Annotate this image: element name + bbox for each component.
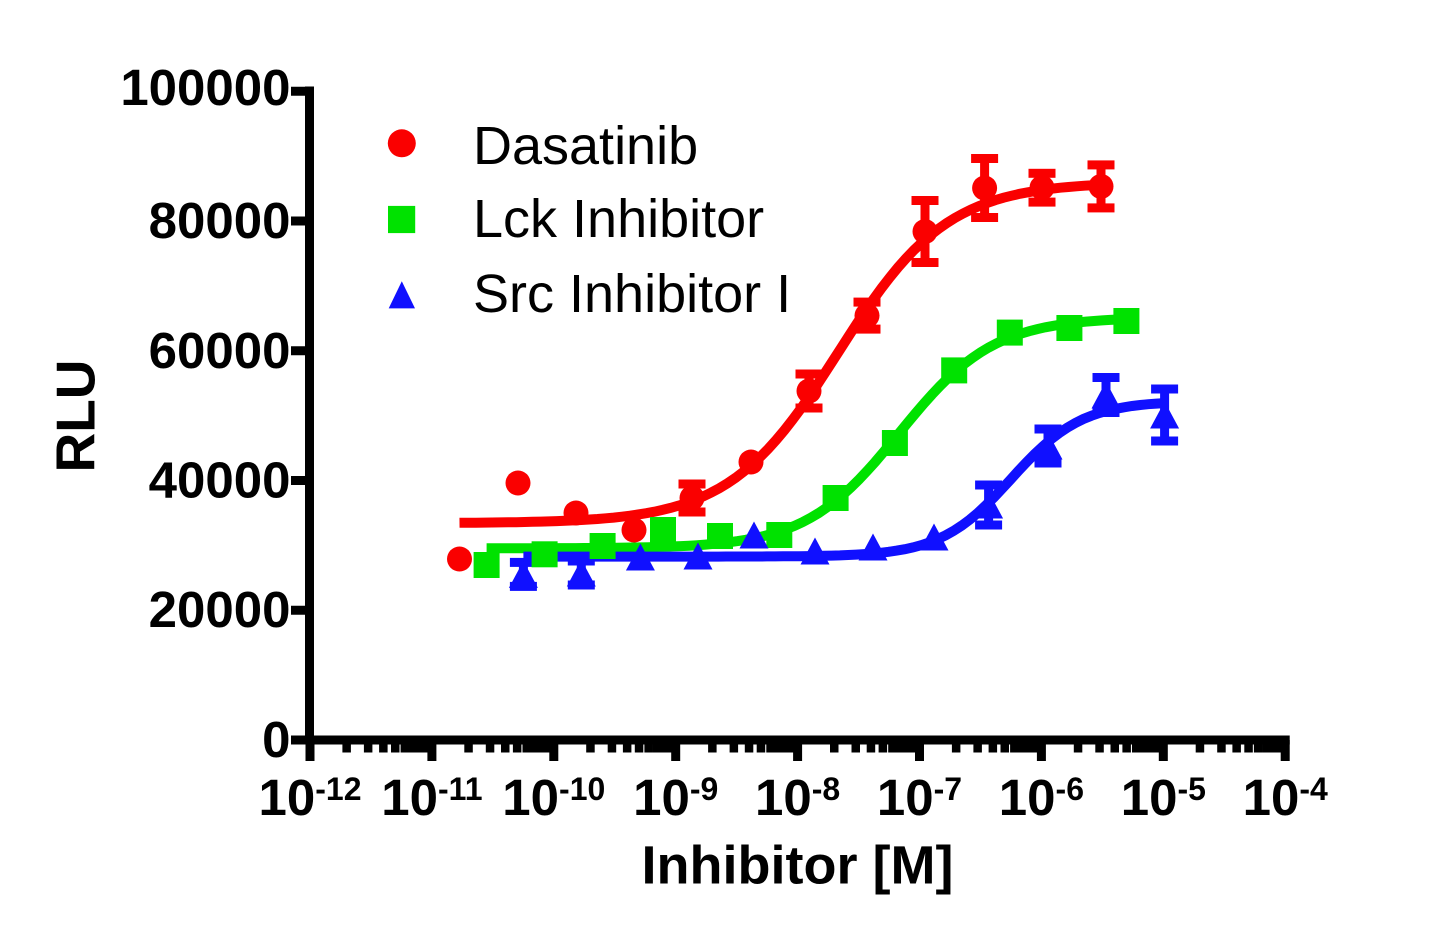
svg-text:80000: 80000	[149, 192, 291, 249]
svg-text:20000: 20000	[149, 581, 291, 638]
svg-text:Dasatinib: Dasatinib	[473, 116, 698, 176]
svg-text:RLU: RLU	[45, 359, 107, 472]
svg-text:Inhibitor [M]: Inhibitor [M]	[642, 836, 954, 896]
svg-text:Src Inhibitor I: Src Inhibitor I	[473, 264, 791, 324]
svg-text:0: 0	[262, 711, 290, 768]
svg-text:100000: 100000	[120, 59, 290, 116]
svg-text:60000: 60000	[149, 322, 291, 379]
svg-text:10-4: 10-4	[1243, 769, 1328, 826]
svg-text:10-7: 10-7	[877, 769, 962, 826]
svg-text:10-12: 10-12	[259, 769, 362, 826]
svg-text:Lck Inhibitor: Lck Inhibitor	[473, 189, 764, 249]
svg-text:40000: 40000	[149, 452, 291, 509]
svg-text:10-6: 10-6	[999, 769, 1084, 826]
